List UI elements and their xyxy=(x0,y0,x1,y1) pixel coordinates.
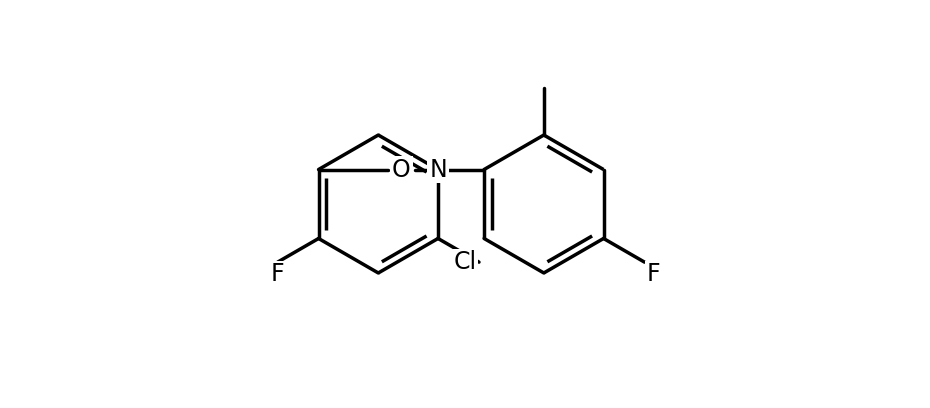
Text: O: O xyxy=(392,157,411,182)
Text: F: F xyxy=(646,262,660,286)
Text: N: N xyxy=(429,157,447,182)
Text: Cl: Cl xyxy=(454,250,477,274)
Text: F: F xyxy=(271,262,285,286)
